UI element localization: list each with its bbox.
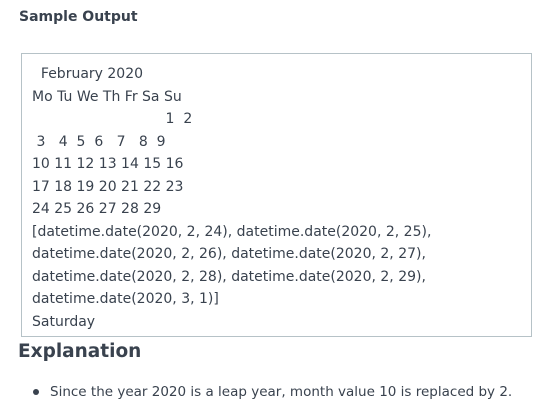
output-line: [datetime.date(2020, 2, 24), datetime.da… — [32, 223, 432, 240]
list-item-text: Since the year 2020 is a leap year, mont… — [50, 384, 513, 400]
output-line: 10 11 12 13 14 15 16 — [32, 156, 184, 172]
output-line: datetime.date(2020, 2, 26), datetime.dat… — [32, 246, 426, 262]
output-line: February 2020 — [32, 66, 144, 82]
output-line: 3 4 5 6 7 8 9 — [32, 133, 166, 150]
explanation-list: Since the year 2020 is a leap year, mont… — [0, 382, 512, 402]
list-item: Since the year 2020 is a leap year, mont… — [0, 382, 512, 402]
explanation-heading: Explanation — [18, 341, 142, 362]
bullet-icon — [33, 389, 39, 395]
output-line: 24 25 26 27 28 29 — [32, 201, 162, 217]
output-line: datetime.date(2020, 3, 1)] — [32, 291, 219, 307]
output-line: 17 18 19 20 21 22 23 — [32, 178, 184, 195]
output-line: Mo Tu We Th Fr Sa Su — [32, 88, 182, 105]
output-line: Saturday — [32, 313, 96, 330]
output-line: datetime.date(2020, 2, 28), datetime.dat… — [32, 268, 426, 285]
sample-output-box: February 2020 Mo Tu We Th Fr Sa Su 1 2 3… — [21, 53, 532, 337]
output-line: 1 2 — [32, 111, 193, 127]
sample-output-heading: Sample Output — [19, 9, 138, 25]
